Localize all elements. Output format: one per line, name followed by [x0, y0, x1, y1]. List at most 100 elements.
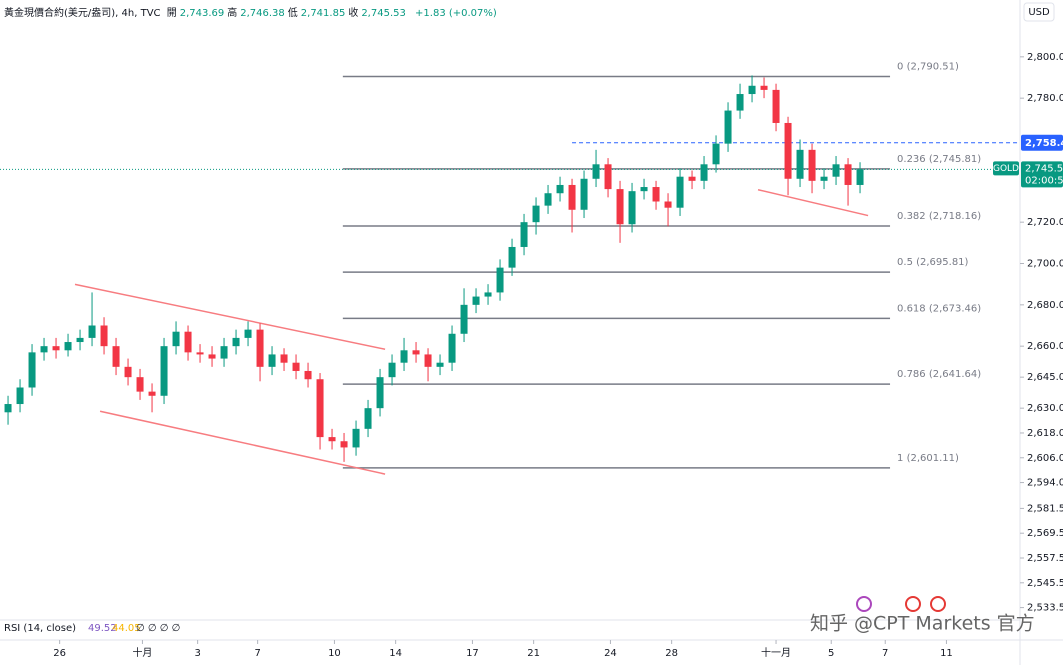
x-tick-label: 7 [254, 648, 260, 659]
candle-body [316, 379, 324, 438]
candle-body [4, 404, 12, 413]
y-tick-label: 2,780.00 [1027, 93, 1063, 104]
currency-box [1023, 2, 1055, 22]
candle-body [328, 437, 336, 442]
x-tick-label: 21 [527, 648, 540, 659]
y-tick-label: 2,545.50 [1027, 578, 1063, 589]
candle-body [820, 176, 828, 181]
symbol-box [993, 161, 1019, 176]
y-tick-label: 2,533.50 [1027, 603, 1063, 614]
candle-body [832, 164, 840, 177]
candle-body [424, 354, 432, 367]
x-tick-label: 7 [882, 648, 888, 659]
y-tick-label: 2,720.00 [1027, 217, 1063, 228]
candle-body [448, 333, 456, 363]
candle-body [196, 352, 204, 355]
candle-body [40, 346, 48, 353]
candle-body [724, 110, 732, 144]
x-tick-label: 10 [328, 648, 341, 659]
y-tick-label: 2,800.00 [1027, 52, 1063, 63]
y-tick-label: 2,660.00 [1027, 341, 1063, 352]
candle-body [244, 329, 252, 338]
x-tick-label: 26 [53, 648, 66, 659]
candle-body [700, 164, 708, 181]
y-tick-label: 2,700.00 [1027, 259, 1063, 270]
candle-body [796, 149, 804, 179]
y-tick-label: 2,569.50 [1027, 528, 1063, 539]
currency: USD [1028, 7, 1050, 18]
candle-body [208, 354, 216, 359]
candle-body [856, 169, 864, 185]
candle-body [148, 391, 156, 396]
candle-body [472, 296, 480, 305]
trend-line [99, 410, 386, 475]
ohlc-value: 2,743.69 [179, 8, 225, 19]
candle-body [352, 428, 360, 448]
candle-body [256, 329, 264, 367]
y-tick-label: 2,557.50 [1027, 553, 1063, 564]
candle-body [652, 187, 660, 202]
y-tick-label: 2,680.00 [1027, 300, 1063, 311]
ohlc-value: 2,741.85 [300, 8, 346, 19]
level-box [1021, 134, 1063, 151]
candle-body [520, 222, 528, 247]
candle-body [544, 193, 552, 206]
candle-body [412, 350, 420, 355]
candle-body [760, 85, 768, 90]
candle-body [496, 267, 504, 293]
fib-label: 0.786 (2,641.64) [897, 369, 981, 380]
candle-body [64, 342, 72, 351]
candle-body [436, 362, 444, 367]
candle-body [172, 331, 180, 347]
event-icon [905, 596, 921, 612]
candle-body [688, 176, 696, 181]
last-price-label: 2,745.53 [1025, 163, 1063, 174]
last-price-box [1021, 161, 1063, 188]
candle-body [604, 164, 612, 190]
candle-body [616, 189, 624, 225]
candle-body [124, 366, 132, 378]
candle-body [388, 362, 396, 378]
candle-body [844, 164, 852, 185]
fib-label: 0.382 (2,718.16) [897, 211, 981, 222]
ohlc-name: 高 [227, 8, 238, 19]
candle-body [376, 377, 384, 409]
candle-body [640, 187, 648, 192]
candle-body [508, 246, 516, 268]
candle-body [484, 292, 492, 297]
candle-body [784, 122, 792, 179]
rsi-value: 44.05 [112, 623, 141, 634]
y-tick-label: 2,606.00 [1027, 453, 1063, 464]
rsi-label: RSI (14, close) [4, 623, 76, 634]
x-tick-label: 24 [604, 648, 617, 659]
candle-body [628, 191, 636, 225]
candle-body [364, 408, 372, 429]
candle-body [772, 89, 780, 123]
candle-body [592, 164, 600, 179]
candle-body [400, 350, 408, 363]
fib-label: 0.5 (2,695.81) [897, 257, 969, 268]
candle-body [136, 377, 144, 392]
level-label: 2,758.41 [1025, 138, 1063, 149]
candle-body [28, 352, 36, 388]
candle-body [232, 337, 240, 347]
fib-label: 0.236 (2,745.81) [897, 154, 981, 165]
ohlc-value: 2,745.53 [361, 8, 406, 19]
candle-body [580, 178, 588, 210]
candle-body [100, 325, 108, 347]
x-tick-label: 14 [389, 648, 402, 659]
candle-body [532, 205, 540, 223]
rsi-extra: ∅ ∅ ∅ ∅ [136, 623, 180, 634]
symbol: 黃金現價合約(美元/盎司), 4h, TVC [4, 8, 161, 19]
watermark: 知乎 @CPT Markets 官方 [810, 613, 1035, 635]
candle-body [568, 184, 576, 210]
ohlc: 開 2,743.69 高 2,746.38 低 2,741.85 收 2,745.53 [167, 8, 409, 19]
candle-body [268, 354, 276, 367]
candle-body [736, 94, 744, 111]
y-tick-label: 2,630.00 [1027, 403, 1063, 414]
trend-line [74, 283, 386, 351]
event-icon [930, 596, 946, 612]
ohlc-name: 開 [166, 8, 177, 19]
candle-body [748, 85, 756, 95]
